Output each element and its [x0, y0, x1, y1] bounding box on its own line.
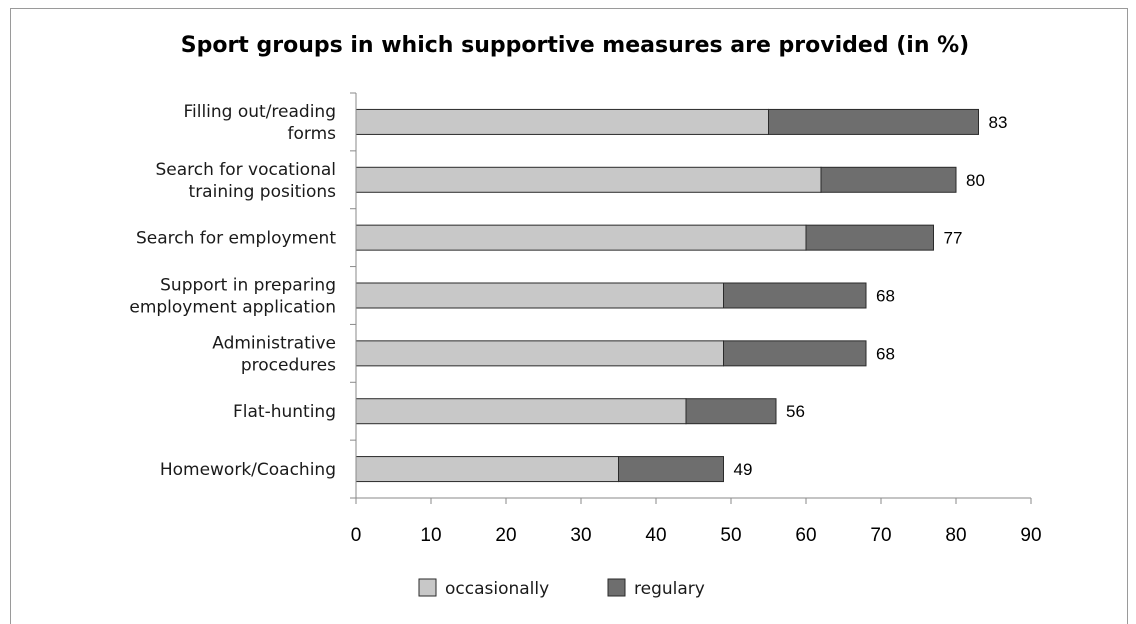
legend-swatch-regulary — [607, 578, 626, 597]
data-label: 80 — [966, 171, 985, 190]
x-tick-label: 70 — [870, 525, 891, 546]
x-tick-label: 40 — [645, 525, 666, 546]
legend: occasionally regulary — [418, 578, 705, 599]
chart-title: Sport groups in which supportive measure… — [181, 33, 970, 58]
x-tick-label: 50 — [720, 525, 741, 546]
bar-segment-regulary — [805, 224, 934, 251]
bar-segment-occasionally — [355, 398, 687, 425]
legend-label-regulary: regulary — [634, 579, 705, 599]
category-label: Flat-hunting — [233, 402, 336, 422]
category-label: Filling out/reading forms — [183, 102, 336, 144]
data-label: 68 — [876, 287, 895, 306]
x-tick-label: 90 — [1020, 525, 1041, 546]
bar-segment-regulary — [685, 398, 777, 425]
bar-segment-regulary — [723, 282, 867, 309]
axes-group: 0 10 20 30 40 50 60 70 80 90 — [350, 92, 1042, 546]
data-label: 49 — [734, 460, 753, 479]
legend-label-occasionally: occasionally — [445, 579, 549, 599]
data-label: 83 — [989, 113, 1008, 132]
bar-segment-regulary — [618, 456, 724, 483]
x-tick-label: 30 — [570, 525, 591, 546]
category-label: Administrative procedures — [212, 333, 336, 375]
category-label: Homework/Coaching — [160, 460, 336, 480]
bar-segment-occasionally — [355, 456, 619, 483]
bar-segment-regulary — [768, 108, 979, 135]
data-label: 77 — [944, 229, 963, 248]
x-tick-label: 60 — [795, 525, 816, 546]
bar-segment-regulary — [820, 166, 957, 193]
bar-segment-occasionally — [355, 282, 724, 309]
category-label: Support in preparing employment applicati… — [129, 276, 336, 318]
x-tick-label: 80 — [945, 525, 966, 546]
data-label: 56 — [786, 402, 805, 421]
legend-swatch-occasionally — [418, 578, 437, 597]
bars-group: 83 Filling out/reading forms 80 Search for v… — [129, 102, 1008, 483]
bar-segment-occasionally — [355, 166, 822, 193]
bar-segment-occasionally — [355, 108, 769, 135]
category-label: Search for vocational training positions — [155, 160, 336, 202]
category-label: Search for employment — [136, 229, 336, 249]
data-label: 68 — [876, 344, 895, 363]
bar-segment-occasionally — [355, 340, 724, 367]
x-tick-label: 20 — [495, 525, 516, 546]
bar-segment-regulary — [723, 340, 867, 367]
bar-segment-occasionally — [355, 224, 807, 251]
x-tick-label: 10 — [420, 525, 441, 546]
x-tick-label: 0 — [351, 525, 362, 546]
